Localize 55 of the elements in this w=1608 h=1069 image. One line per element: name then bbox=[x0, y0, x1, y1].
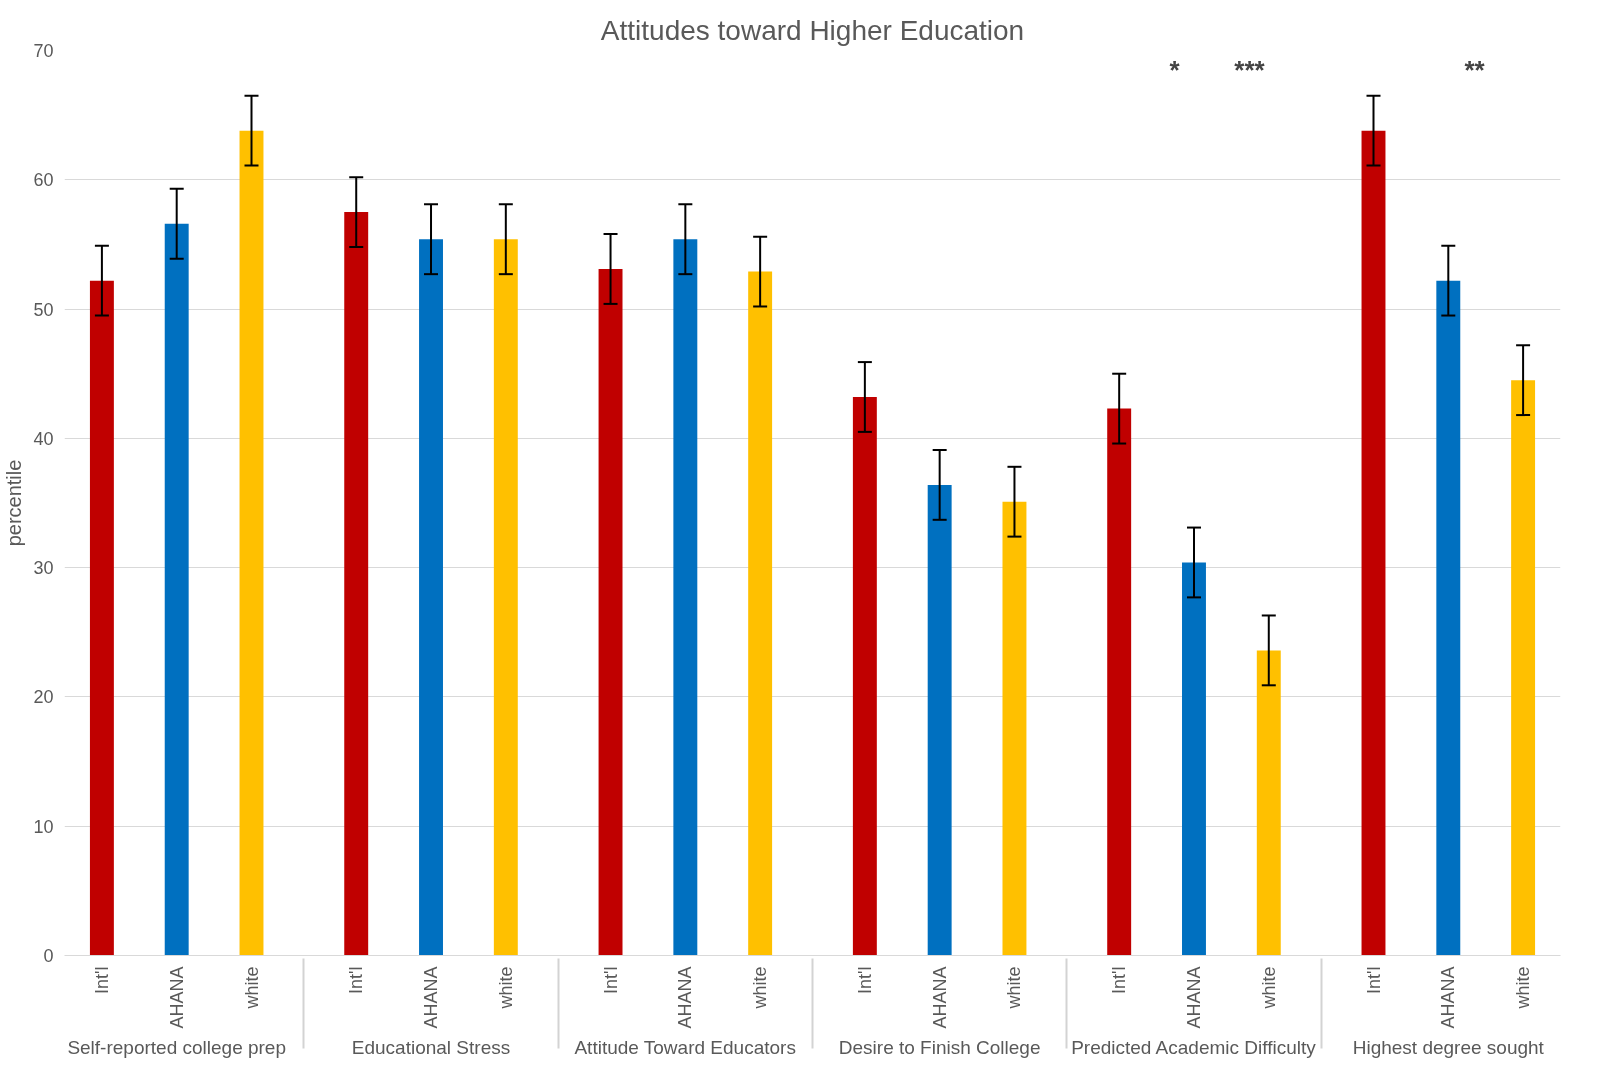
bar bbox=[344, 212, 369, 956]
text: AHANA bbox=[1183, 966, 1204, 1029]
text: Int'l bbox=[854, 966, 875, 994]
text: Int'l bbox=[600, 966, 621, 994]
bar bbox=[1256, 650, 1281, 956]
text: white bbox=[241, 966, 262, 1010]
y-tick-label: 30 bbox=[33, 558, 54, 579]
y-tick-label: 10 bbox=[33, 816, 54, 837]
annotation: * bbox=[1169, 54, 1181, 85]
bar bbox=[419, 239, 443, 956]
text: white bbox=[1004, 966, 1025, 1009]
y-tick-label: 50 bbox=[33, 299, 54, 320]
x-tick-label: Attitude Toward Educators bbox=[574, 1036, 796, 1058]
bar bbox=[673, 239, 698, 956]
x-tick-label: Predicted Academic Difficulty bbox=[1071, 1036, 1317, 1058]
x-tick-label: Desire to Finish College bbox=[838, 1036, 1041, 1058]
annotation: *** bbox=[1234, 54, 1266, 85]
bar bbox=[239, 130, 264, 956]
y-tick-label: 0 bbox=[43, 946, 54, 966]
bar bbox=[1107, 408, 1132, 956]
bar bbox=[927, 484, 952, 956]
chart-title: Attitudes toward Higher Education bbox=[600, 14, 1025, 46]
text: white bbox=[1513, 966, 1534, 1009]
bar bbox=[164, 223, 189, 956]
text: white bbox=[1258, 966, 1279, 1009]
x-tick-label: Self-reported college prep bbox=[67, 1036, 287, 1058]
text: Int'l bbox=[346, 966, 367, 994]
y-tick-label: 40 bbox=[33, 428, 54, 449]
y-tick-label: 60 bbox=[33, 170, 54, 191]
x-tick-label: Educational Stress bbox=[351, 1036, 511, 1058]
bar bbox=[852, 396, 877, 956]
y-tick-label: 20 bbox=[33, 687, 54, 708]
text: Int'l bbox=[1109, 966, 1130, 994]
annotation: ** bbox=[1464, 54, 1486, 85]
text: white bbox=[750, 966, 771, 1009]
bar bbox=[598, 268, 623, 956]
text: AHANA bbox=[1438, 966, 1459, 1029]
bar bbox=[1436, 280, 1461, 956]
x-tick-label: Highest degree sought bbox=[1352, 1036, 1545, 1058]
text: AHANA bbox=[166, 966, 187, 1029]
bar bbox=[748, 271, 773, 956]
bar bbox=[89, 280, 114, 956]
text: Int'l bbox=[91, 966, 112, 994]
bar bbox=[1182, 562, 1206, 956]
text: AHANA bbox=[929, 966, 950, 1029]
bar bbox=[1002, 501, 1027, 956]
bar bbox=[493, 239, 518, 956]
y-tick-label: 70 bbox=[33, 41, 54, 61]
text: Int'l bbox=[1363, 966, 1384, 994]
y-axis-title: percentile bbox=[3, 459, 26, 547]
text: AHANA bbox=[421, 966, 442, 1029]
text: white bbox=[495, 966, 516, 1009]
text: AHANA bbox=[675, 966, 696, 1029]
bar bbox=[1511, 380, 1536, 956]
bar bbox=[1361, 130, 1386, 956]
